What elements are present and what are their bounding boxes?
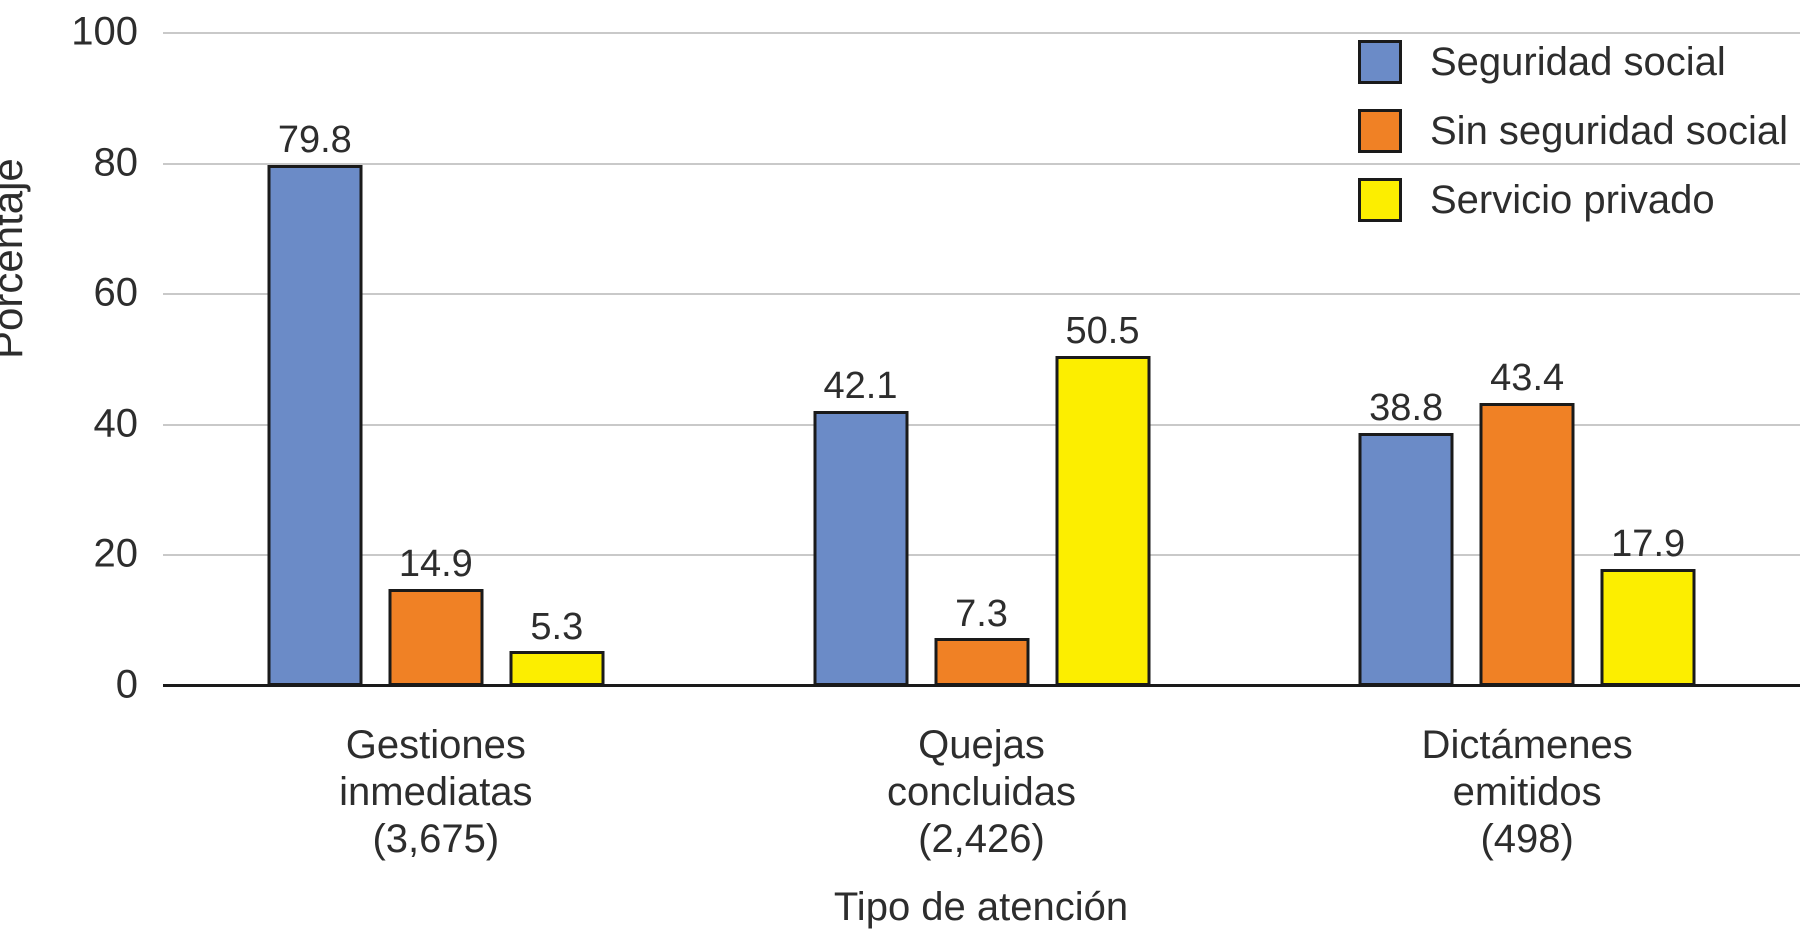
x-category-label-1: Gestiones inmediatas (3,675) [339, 722, 532, 863]
gridline-80 [163, 162, 1800, 165]
plot-area: 79.8 14.9 5.3 42.1 7.3 50.5 38.8 43.4 17.9 [163, 32, 1800, 687]
bar-group-2: 42.1 7.3 50.5 [813, 311, 1150, 686]
y-tick-label-80: 80 [93, 140, 139, 185]
x-category-label-line: concluidas [886, 770, 1077, 814]
bar-g2-s3: 50.5 [1055, 311, 1150, 686]
bar-group-3: 38.8 43.4 17.9 [1358, 357, 1696, 686]
legend-label: Servicio privado [1430, 178, 1715, 222]
legend-swatch [1358, 178, 1402, 222]
y-axis-ticks: 0 20 40 60 80 100 [0, 0, 138, 942]
legend: Seguridad social Sin seguridad social Serv… [1358, 40, 1788, 247]
bar-value-label: 17.9 [1611, 523, 1686, 566]
legend-item-2: Sin seguridad social [1358, 109, 1788, 153]
x-category-label-line: emitidos [1452, 770, 1602, 814]
gridline-60 [163, 293, 1800, 296]
y-tick-label-20: 20 [93, 531, 139, 576]
bar-group-1: 79.8 14.9 5.3 [267, 119, 605, 686]
y-tick-label-60: 60 [93, 270, 139, 315]
bar-g2-s2: 7.3 [934, 593, 1029, 686]
gridline-40 [163, 423, 1800, 426]
x-category-label-line: Gestiones [345, 723, 526, 767]
y-tick-label-0: 0 [115, 662, 138, 707]
bar-g3-s3: 17.9 [1600, 524, 1696, 686]
x-category-label-line: Dictámenes [1421, 723, 1633, 767]
x-category-label-line: inmediatas [339, 770, 533, 814]
y-tick-label-40: 40 [93, 401, 139, 446]
legend-item-3: Servicio privado [1358, 178, 1788, 222]
x-category-label-2: Quejas concluidas (2,426) [887, 722, 1076, 863]
x-axis-title: Tipo de atención [833, 885, 1129, 929]
bar-value-label: 38.8 [1369, 386, 1444, 429]
bar-g2-s1: 42.1 [813, 365, 908, 686]
bar-g3-s2: 43.4 [1479, 357, 1575, 686]
gridline-20 [163, 554, 1800, 557]
bar-value-label: 5.3 [530, 605, 584, 648]
x-category-label-line: (3,675) [372, 817, 500, 861]
bar-value-label: 79.8 [277, 119, 352, 162]
bar-value-label: 14.9 [398, 542, 473, 585]
bar-g1-s2: 14.9 [388, 543, 484, 686]
x-category-label-3: Dictámenes emitidos (498) [1422, 722, 1633, 863]
legend-swatch [1358, 109, 1402, 153]
bar-g1-s3: 5.3 [509, 606, 605, 686]
x-category-label-line: Quejas [918, 723, 1045, 767]
x-category-label-line: (2,426) [918, 817, 1045, 861]
gridline-100 [163, 32, 1800, 34]
y-tick-label-100: 100 [71, 9, 138, 54]
bar-value-label: 7.3 [955, 592, 1008, 635]
bar-value-label: 42.1 [823, 365, 898, 408]
legend-item-1: Seguridad social [1358, 40, 1788, 84]
legend-swatch [1358, 40, 1402, 84]
x-category-label-line: (498) [1480, 817, 1574, 861]
bar-value-label: 43.4 [1490, 356, 1565, 399]
legend-label: Sin seguridad social [1430, 109, 1788, 153]
bar-g3-s1: 38.8 [1358, 387, 1454, 686]
bar-value-label: 50.5 [1065, 310, 1140, 353]
bar-g1-s1: 79.8 [267, 119, 363, 686]
x-axis-line [163, 684, 1800, 687]
legend-label: Seguridad social [1430, 40, 1726, 84]
